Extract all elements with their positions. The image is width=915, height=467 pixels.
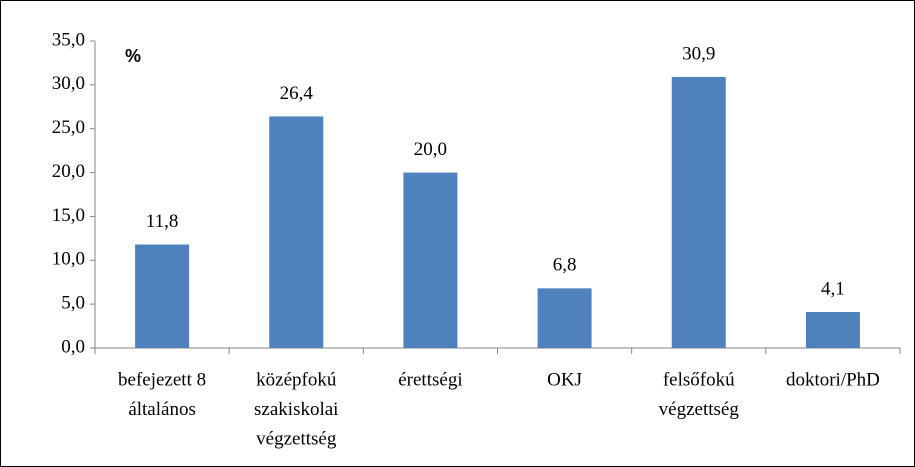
bar — [537, 288, 592, 348]
unit-label: % — [125, 46, 141, 66]
value-label: 11,8 — [146, 211, 179, 232]
value-label: 30,9 — [682, 43, 715, 64]
y-tick-label: 5,0 — [61, 293, 85, 314]
y-tick-label: 30,0 — [52, 73, 85, 94]
x-tick-label: OKJ — [547, 369, 582, 390]
value-label: 26,4 — [280, 83, 314, 104]
bar — [671, 76, 726, 348]
value-label: 4,1 — [821, 278, 845, 299]
y-tick-label: 20,0 — [52, 161, 85, 182]
value-label: 20,0 — [414, 139, 447, 160]
y-tick-label: 10,0 — [52, 249, 85, 270]
x-tick-label: doktori/PhD — [786, 369, 880, 390]
bar — [269, 116, 324, 348]
y-tick-label: 35,0 — [52, 29, 85, 50]
value-label: 6,8 — [553, 255, 577, 276]
bar — [135, 244, 190, 348]
x-tick-label: érettségi — [398, 369, 462, 390]
bar — [805, 312, 860, 348]
x-tick-label: szakiskolai — [254, 399, 338, 420]
x-tick-label: általános — [128, 399, 196, 420]
x-tick-label: felsőfokú — [663, 369, 735, 390]
bar — [403, 172, 458, 348]
x-tick-label: befejezett 8 — [118, 369, 206, 390]
y-tick-label: 15,0 — [52, 205, 85, 226]
y-tick-label: 25,0 — [52, 117, 85, 138]
x-tick-label: végzettség — [256, 428, 337, 449]
x-tick-label: végzettség — [659, 399, 740, 420]
y-tick-label: 0,0 — [61, 336, 85, 357]
x-tick-label: középfokú — [256, 369, 337, 390]
